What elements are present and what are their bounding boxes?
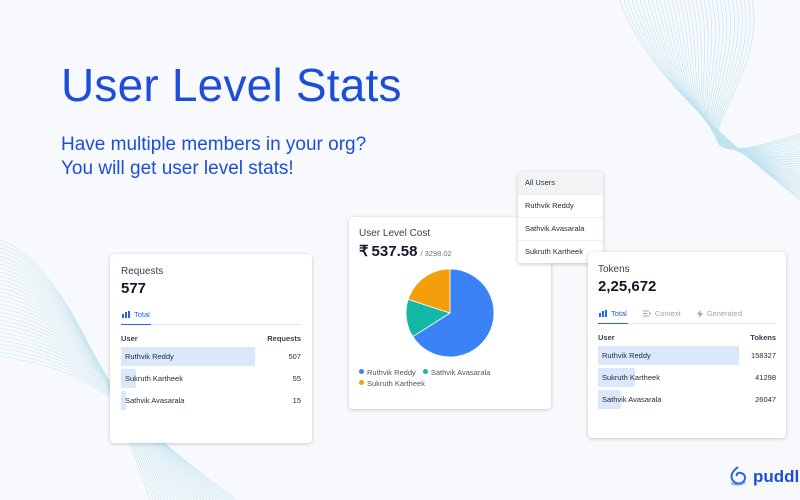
requests-value: 577 bbox=[121, 280, 147, 297]
row-user-name: Sathvik Avasarala bbox=[602, 395, 662, 404]
puddl-logo-icon bbox=[730, 466, 746, 486]
legend-item: Ruthvik Reddy bbox=[359, 368, 416, 377]
requests-card: Requests 577 Total User Requests Ruthvik… bbox=[110, 254, 312, 443]
row-user-name: Sathvik Avasarala bbox=[125, 396, 185, 405]
table-row[interactable]: Ruthvik Reddy 507 bbox=[121, 347, 301, 366]
context-icon bbox=[642, 310, 651, 317]
tokens-tabs: Total Context Generated bbox=[598, 309, 776, 324]
bolt-icon bbox=[696, 309, 703, 318]
row-bar bbox=[121, 391, 126, 410]
cost-label: User Level Cost bbox=[359, 228, 431, 239]
cost-value: 537.58 bbox=[371, 243, 418, 260]
row-value: 15 bbox=[292, 396, 301, 405]
cost-value-row: ₹ 537.58 / 3298.02 bbox=[359, 242, 541, 260]
row-value: 41298 bbox=[755, 373, 776, 382]
requests-table-body: Ruthvik Reddy 507 Sukruth Kartheek 55 Sa… bbox=[121, 347, 301, 410]
bar-chart-icon bbox=[122, 311, 130, 318]
legend-dot bbox=[359, 369, 364, 374]
legend-dot bbox=[422, 369, 428, 374]
tokens-table-header: User Tokens bbox=[598, 333, 776, 342]
col-requests: Requests bbox=[267, 334, 301, 343]
table-row[interactable]: Ruthvik Reddy 158327 bbox=[598, 346, 776, 365]
tab-generated-label: Generated bbox=[706, 309, 743, 318]
tab-total-label: Total bbox=[611, 309, 627, 318]
table-row[interactable]: Sathvik Avasarala 26047 bbox=[598, 390, 776, 409]
cost-card: User Level Cost ₹ 537.58 / 3298.02 Ruthv… bbox=[349, 217, 551, 409]
col-tokens: Tokens bbox=[750, 333, 776, 342]
legend-label: Sathvik Avasarala bbox=[430, 368, 491, 377]
pie-slice-sukruth-kartheek[interactable] bbox=[407, 268, 451, 314]
requests-label: Requests bbox=[121, 266, 164, 277]
row-user-name: Ruthvik Reddy bbox=[125, 352, 174, 361]
legend-item: Sukruth Kartheek bbox=[359, 378, 541, 389]
tab-total[interactable]: Total bbox=[598, 309, 628, 324]
dropdown-option[interactable]: Sathvik Avasarala bbox=[518, 218, 603, 241]
legend-label: Sukruth Kartheek bbox=[367, 379, 425, 388]
table-row[interactable]: Sathvik Avasarala 15 bbox=[121, 391, 301, 410]
brand-name: puddl bbox=[753, 467, 800, 486]
row-value: 26047 bbox=[755, 395, 776, 404]
user-filter-dropdown[interactable]: All Users Ruthvik Reddy Sathvik Avasaral… bbox=[518, 172, 603, 263]
tokens-card: Tokens 2,25,672 Total Context Generated … bbox=[588, 252, 786, 438]
row-user-name: Sukruth Kartheek bbox=[602, 373, 660, 382]
row-value: 507 bbox=[288, 352, 301, 361]
subtitle-line-1: Have multiple members in your org? bbox=[61, 134, 367, 155]
col-user: User bbox=[121, 334, 138, 343]
row-bar bbox=[598, 368, 635, 387]
row-bar bbox=[121, 347, 255, 366]
bar-chart-icon bbox=[599, 310, 607, 317]
dropdown-option[interactable]: Ruthvik Reddy bbox=[518, 195, 603, 218]
tab-generated[interactable]: Generated bbox=[696, 309, 743, 323]
requests-tabs: Total bbox=[121, 310, 301, 325]
row-value: 55 bbox=[292, 374, 301, 383]
dropdown-option[interactable]: Sukruth Kartheek bbox=[525, 247, 583, 256]
row-bar bbox=[121, 369, 137, 388]
tab-total[interactable]: Total bbox=[121, 310, 151, 325]
brand-logo: puddl bbox=[727, 465, 799, 489]
tokens-label: Tokens bbox=[598, 264, 630, 275]
col-user: User bbox=[598, 333, 615, 342]
tab-total-label: Total bbox=[134, 310, 150, 319]
pie-slice-ruthvik-reddy[interactable] bbox=[412, 268, 495, 358]
legend-label: Ruthvik Reddy bbox=[367, 368, 416, 377]
chart-legend: Ruthvik Reddy Sathvik Avasarala Sukruth … bbox=[359, 367, 541, 389]
row-bar bbox=[598, 390, 621, 409]
legend-item: Sathvik Avasarala bbox=[422, 368, 491, 377]
cost-total: / 3298.02 bbox=[420, 249, 452, 258]
table-row[interactable]: Sukruth Kartheek 41298 bbox=[598, 368, 776, 387]
page-subtitle: Have multiple members in your org? You w… bbox=[61, 133, 366, 181]
tab-context[interactable]: Context bbox=[642, 309, 682, 323]
dropdown-option-all-users[interactable]: All Users bbox=[518, 172, 603, 195]
row-value: 158327 bbox=[750, 351, 776, 360]
currency-symbol: ₹ bbox=[359, 243, 369, 260]
tokens-table-body: Ruthvik Reddy 158327 Sukruth Kartheek 41… bbox=[598, 346, 776, 409]
cost-pie-chart bbox=[405, 268, 495, 358]
page-title: User Level Stats bbox=[61, 59, 402, 111]
table-row[interactable]: Sukruth Kartheek 55 bbox=[121, 369, 301, 388]
row-bar bbox=[598, 346, 739, 365]
tab-context-label: Context bbox=[654, 309, 681, 318]
legend-dot bbox=[359, 380, 364, 385]
requests-table-header: User Requests bbox=[121, 334, 301, 343]
tokens-value: 2,25,672 bbox=[598, 278, 657, 295]
row-user-name: Ruthvik Reddy bbox=[602, 351, 651, 360]
row-user-name: Sukruth Kartheek bbox=[125, 374, 183, 383]
subtitle-line-2: You will get user level stats! bbox=[61, 158, 294, 179]
